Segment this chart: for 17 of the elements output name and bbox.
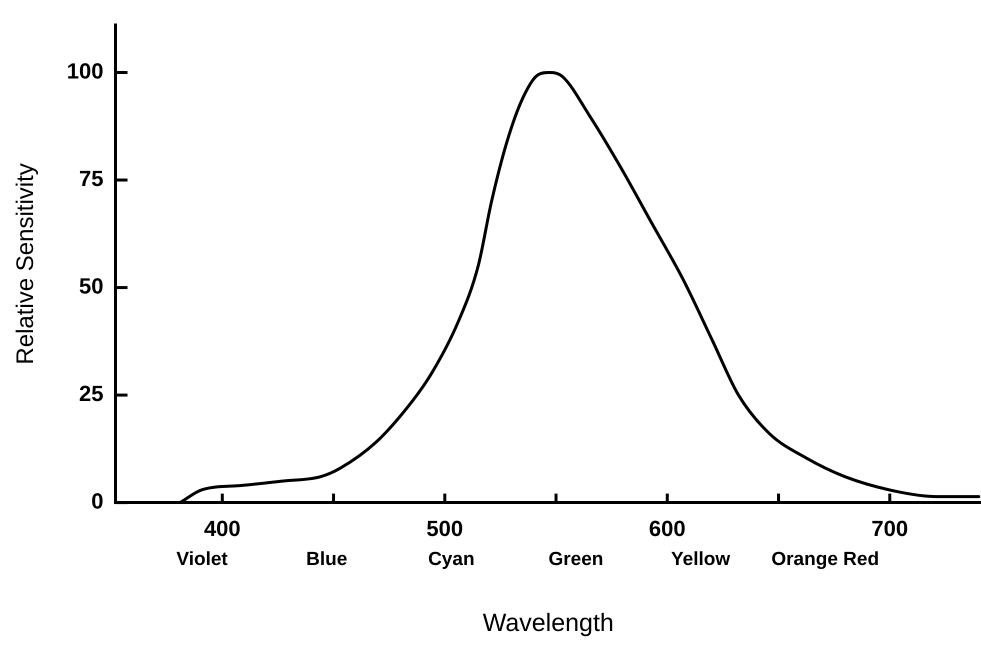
x-tick-label: 700 (871, 516, 908, 541)
y-tick-label: 50 (79, 274, 104, 299)
y-tick-label: 25 (79, 381, 104, 406)
y-tick-label: 75 (79, 166, 104, 192)
x-tick-label: 400 (204, 516, 241, 541)
y-axis-title: Relative Sensitivity (12, 163, 40, 365)
y-tick-label: 100 (66, 58, 104, 84)
text: Green (548, 548, 604, 570)
text: Orange Red (771, 548, 880, 570)
text: Cyan (428, 548, 475, 570)
x-axis-title: Wavelength (482, 608, 614, 637)
text: Blue (306, 548, 348, 570)
x-tick-label: 600 (648, 516, 686, 541)
text: Violet (176, 548, 228, 570)
text: Yellow (671, 548, 730, 570)
y-tick-label: 0 (91, 488, 104, 514)
x-tick-label: 500 (426, 516, 464, 541)
